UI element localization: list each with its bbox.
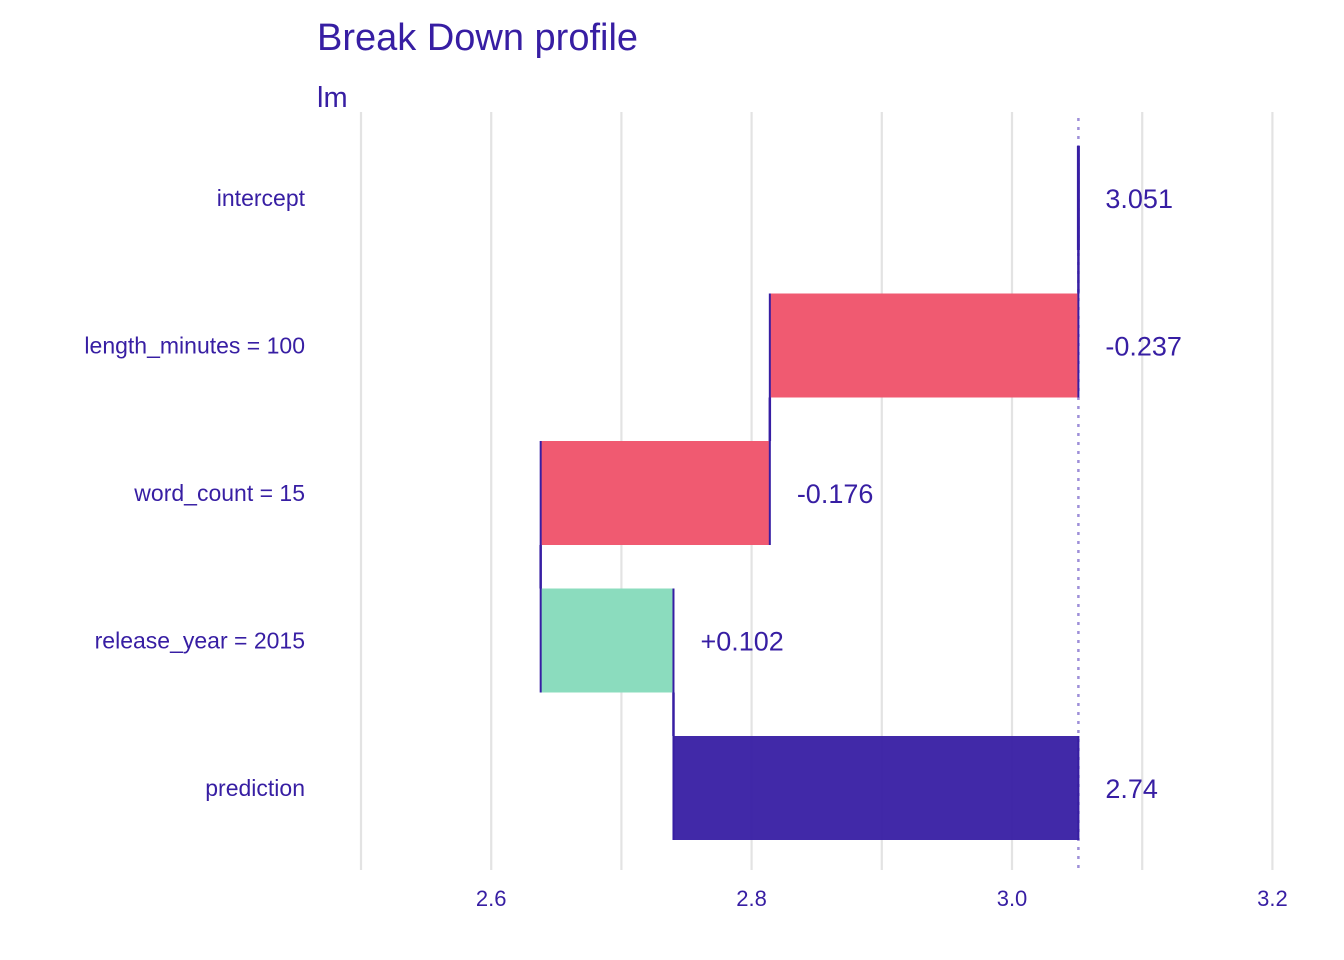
chart-subtitle: lm — [317, 82, 348, 114]
value-labels: 3.051 -0.237 -0.176 +0.102 2.74 — [700, 184, 1181, 804]
bar — [769, 293, 1079, 398]
category-label: release_year = 2015 — [95, 628, 305, 654]
category-labels: intercept length_minutes = 100 word_count … — [84, 185, 305, 801]
value-label: 2.74 — [1105, 774, 1158, 804]
value-label: -0.176 — [797, 479, 874, 509]
category-label: word_count = 15 — [133, 480, 305, 506]
connectors-layer — [539, 250, 1080, 736]
bars-layer — [539, 146, 1080, 840]
category-label: intercept — [217, 185, 306, 211]
chart-title: Break Down profile — [317, 17, 638, 59]
category-label: length_minutes = 100 — [84, 333, 305, 359]
x-tick-label: 3.2 — [1257, 886, 1288, 911]
x-tick-label: 3.0 — [997, 886, 1028, 911]
value-label: +0.102 — [700, 627, 783, 657]
value-label: 3.051 — [1105, 184, 1173, 214]
bar — [673, 736, 1079, 840]
bar — [540, 588, 674, 693]
value-label: -0.237 — [1105, 332, 1182, 362]
x-axis-ticks: 2.6 2.8 3.0 3.2 — [476, 886, 1288, 911]
x-tick-label: 2.6 — [476, 886, 507, 911]
x-tick-label: 2.8 — [736, 886, 767, 911]
category-label: prediction — [205, 775, 305, 801]
bar — [540, 441, 770, 545]
